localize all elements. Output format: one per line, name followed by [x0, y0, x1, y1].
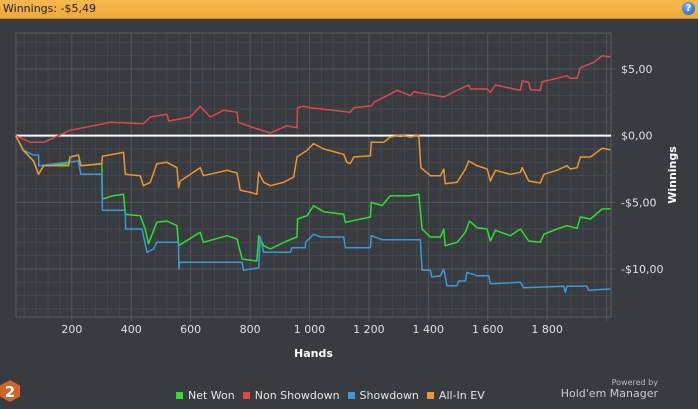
hm2-logo: 2: [0, 380, 20, 402]
x-tick-label: 200: [61, 323, 82, 336]
legend-item[interactable]: All-In EV: [426, 389, 485, 402]
legend-swatch: [176, 392, 183, 399]
legend-swatch: [426, 392, 434, 399]
legend-label: Non Showdown: [254, 389, 340, 402]
y-tick-label: -$10,00: [621, 263, 663, 276]
x-axis-label: Hands: [294, 347, 333, 360]
y-tick-label: -$5,00: [621, 196, 656, 209]
legend-item[interactable]: Net Won: [176, 389, 235, 402]
legend-label: Showdown: [359, 389, 419, 402]
legend: Net Won Non Showdown Showdown All-In EV: [176, 389, 485, 402]
svg-text:2: 2: [5, 383, 15, 401]
product-name: Hold'em Manager: [560, 387, 658, 400]
x-tick-label: 1 000: [294, 323, 326, 336]
series-line-net-won: [15, 135, 611, 262]
winnings-title: Winnings: -$5,49: [3, 2, 97, 15]
branding: Powered by Hold'em Manager: [561, 378, 658, 400]
x-tick-label: 400: [121, 323, 142, 336]
x-tick-label: 1 200: [353, 323, 385, 336]
x-tick-label: 800: [240, 323, 261, 336]
legend-item[interactable]: Showdown: [347, 389, 419, 402]
x-tick-label: 1 600: [472, 323, 504, 336]
legend-swatch: [347, 392, 355, 399]
series-line-non-showdown: [15, 54, 611, 144]
powered-by-text: Powered by: [611, 378, 658, 387]
series-line-showdown: [15, 135, 611, 294]
series-line-all-in-ev: [15, 134, 611, 196]
x-tick-label: 600: [180, 323, 201, 336]
legend-swatch: [242, 392, 250, 399]
y-tick-label: $5,00: [621, 63, 653, 76]
header-bar: Winnings: -$5,49 ?: [0, 0, 698, 19]
help-icon[interactable]: ?: [682, 2, 695, 15]
legend-item[interactable]: Non Showdown: [242, 389, 340, 402]
y-tick-label: $0,00: [621, 130, 653, 143]
legend-label: All-In EV: [438, 389, 485, 402]
legend-label: Net Won: [188, 389, 235, 402]
plot-border: [15, 32, 612, 318]
x-tick-label: 1 400: [413, 323, 445, 336]
x-tick-label: 1 800: [531, 323, 563, 336]
y-axis-label: Winnings: [666, 146, 679, 204]
